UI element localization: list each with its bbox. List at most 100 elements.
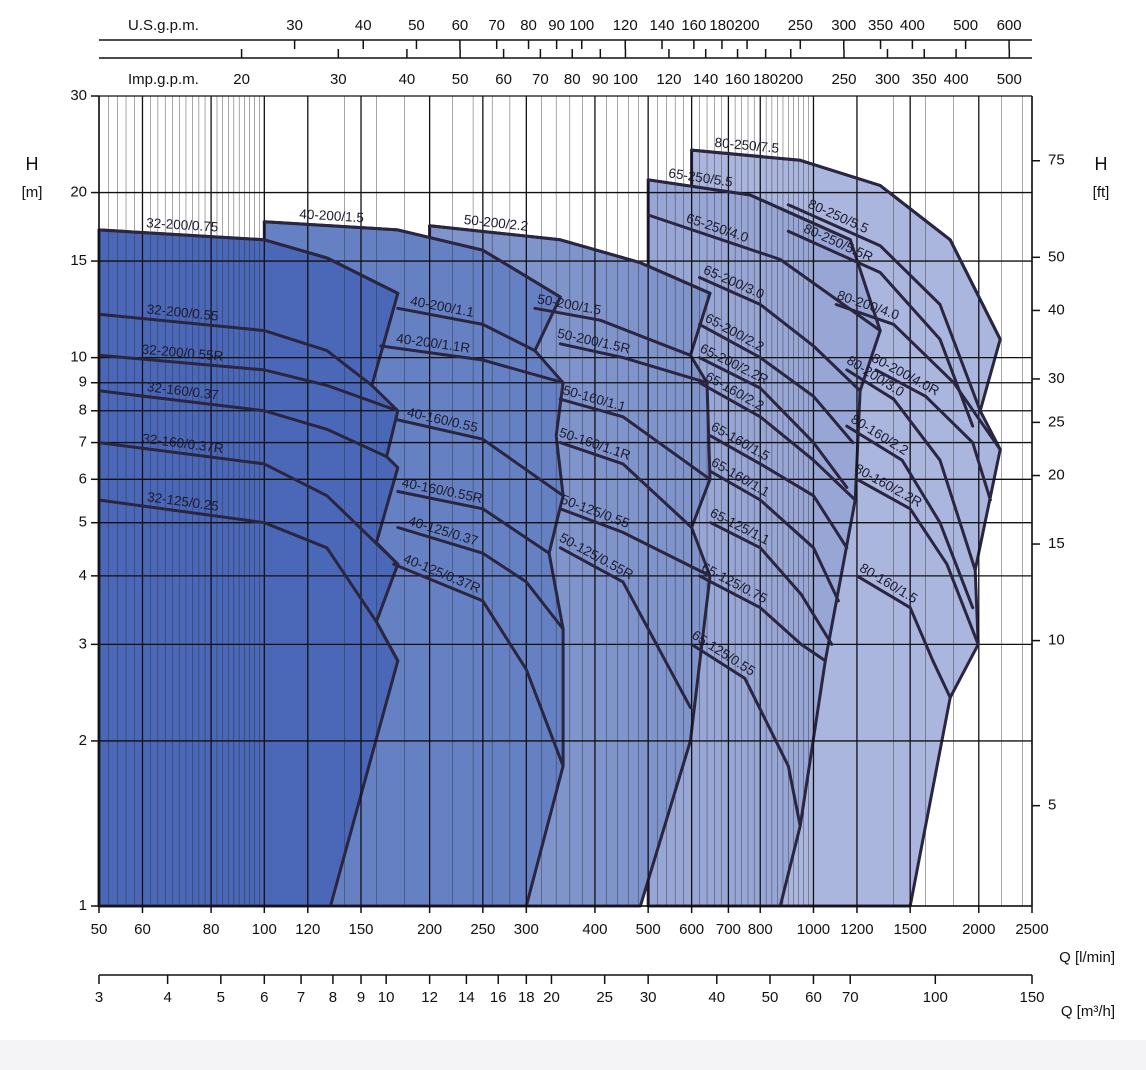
imp-gpm-label: Imp.g.p.m. — [128, 71, 199, 88]
imp_gpm-tick-label: 180 — [753, 71, 778, 88]
x-tick-label: 50 — [91, 921, 108, 938]
m3h-tick-label: 12 — [421, 989, 438, 1006]
imp_gpm-tick-label: 70 — [532, 71, 549, 88]
m3h-tick-label: 25 — [596, 989, 613, 1006]
pump-curve — [97, 312, 374, 387]
pump-curve — [698, 276, 862, 393]
us_gpm-tick-label: 70 — [488, 17, 505, 34]
us_gpm-tick-label: 120 — [613, 17, 638, 34]
m3h-tick-label: 16 — [490, 989, 507, 1006]
pump-curve — [709, 470, 840, 603]
imp_gpm-tick-label: 30 — [330, 71, 347, 88]
pump-curve — [845, 368, 977, 572]
pump-curve — [379, 344, 565, 385]
x-tick-label: 120 — [295, 921, 320, 938]
imp_gpm-tick-label: 40 — [399, 71, 416, 88]
x-tick-label: 1500 — [893, 921, 926, 938]
x-tick-label: 1200 — [840, 921, 873, 938]
pump-curve — [97, 353, 400, 413]
x-tick-label: 600 — [679, 921, 704, 938]
x-tick-label: 2500 — [1015, 921, 1048, 938]
y-tick-label: 6 — [79, 470, 87, 487]
imp_gpm-tick-label: 250 — [831, 71, 856, 88]
imp_gpm-tick-label: 20 — [233, 71, 250, 88]
m3h-tick-label: 60 — [805, 989, 822, 1006]
pump-curve — [533, 306, 692, 357]
pump-curve — [709, 434, 849, 550]
pump-curve — [646, 178, 852, 242]
imp_gpm-tick-label: 400 — [944, 71, 969, 88]
y2-tick-label: 25 — [1048, 413, 1065, 430]
pump-curve — [874, 368, 992, 502]
us_gpm-tick-label: 350 — [868, 17, 893, 34]
y2-tick-label: 5 — [1048, 797, 1056, 814]
pump-curve — [97, 441, 400, 566]
pump-curve — [709, 521, 834, 646]
m3h-tick-label: 4 — [163, 989, 171, 1006]
y2-tick-label: 30 — [1048, 370, 1065, 387]
x-tick-label: 250 — [470, 921, 495, 938]
pump-curve — [698, 322, 855, 445]
pump-curve — [855, 574, 952, 699]
m3h-axis-label: Q [m³/h] — [1061, 1003, 1115, 1020]
pump-curve — [97, 389, 389, 459]
pump-curve — [834, 303, 1002, 451]
pump-curve — [392, 562, 565, 768]
imp_gpm-tick-label: 300 — [875, 71, 900, 88]
pump-curve — [97, 228, 400, 295]
pump-curve — [396, 490, 551, 555]
us_gpm-tick-label: 400 — [900, 17, 925, 34]
pump-curve — [786, 203, 982, 413]
pump-curve — [558, 507, 712, 578]
us_gpm-tick-label: 60 — [452, 17, 469, 34]
y2-axis-symbol: H — [1095, 154, 1108, 174]
us-gpm-label: U.S.g.p.m. — [128, 17, 199, 34]
y-tick-label: 4 — [79, 567, 87, 584]
y-tick-label: 8 — [79, 402, 87, 419]
us_gpm-tick-label: 600 — [997, 17, 1022, 34]
m3h-tick-label: 6 — [260, 989, 268, 1006]
us_gpm-tick-label: 50 — [408, 17, 425, 34]
pump-curve — [97, 498, 400, 663]
curve-label: 40-200/1.5 — [299, 206, 364, 225]
x-tick-label: 2000 — [962, 921, 995, 938]
imp_gpm-tick-label: 500 — [997, 71, 1022, 88]
y-tick-label: 7 — [79, 434, 87, 451]
m3h-tick-label: 20 — [543, 989, 560, 1006]
pump-curve — [396, 526, 565, 631]
x-tick-label: 400 — [582, 921, 607, 938]
y-tick-label: 2 — [79, 732, 87, 749]
y-tick-label: 5 — [79, 514, 87, 531]
x-tick-label: 700 — [716, 921, 741, 938]
x-tick-label: 80 — [203, 921, 220, 938]
y-tick-label: 15 — [70, 252, 87, 269]
imp_gpm-tick-label: 60 — [495, 71, 512, 88]
x-tick-label: 800 — [748, 921, 773, 938]
us_gpm-tick-label: 30 — [286, 17, 303, 34]
m3h-tick-label: 100 — [923, 989, 948, 1006]
us_gpm-tick-label: 100 — [569, 17, 594, 34]
pump-curve — [845, 424, 975, 610]
y2-axis-unit: [ft] — [1093, 184, 1110, 201]
pump-curve — [558, 441, 694, 529]
y2-tick-label: 40 — [1048, 301, 1065, 318]
m3h-tick-label: 3 — [95, 989, 103, 1006]
m3h-tick-label: 70 — [842, 989, 859, 1006]
y2-tick-label: 75 — [1048, 152, 1065, 169]
y-axis-unit: [m] — [22, 184, 43, 201]
us_gpm-tick-label: 160 — [681, 17, 706, 34]
us_gpm-tick-label: 200 — [735, 17, 760, 34]
pump-curve — [396, 306, 537, 353]
imp_gpm-tick-label: 120 — [656, 71, 681, 88]
curve-label: 32-200/0.55R — [141, 342, 224, 364]
x-tick-label: 150 — [348, 921, 373, 938]
x-tick-label: 100 — [252, 921, 277, 938]
x-axis-label: Q [l/min] — [1059, 949, 1115, 966]
m3h-tick-label: 50 — [762, 989, 779, 1006]
y-tick-label: 3 — [79, 635, 87, 652]
imp_gpm-tick-label: 50 — [452, 71, 469, 88]
y-axis-symbol: H — [26, 154, 39, 174]
us_gpm-tick-label: 90 — [548, 17, 565, 34]
